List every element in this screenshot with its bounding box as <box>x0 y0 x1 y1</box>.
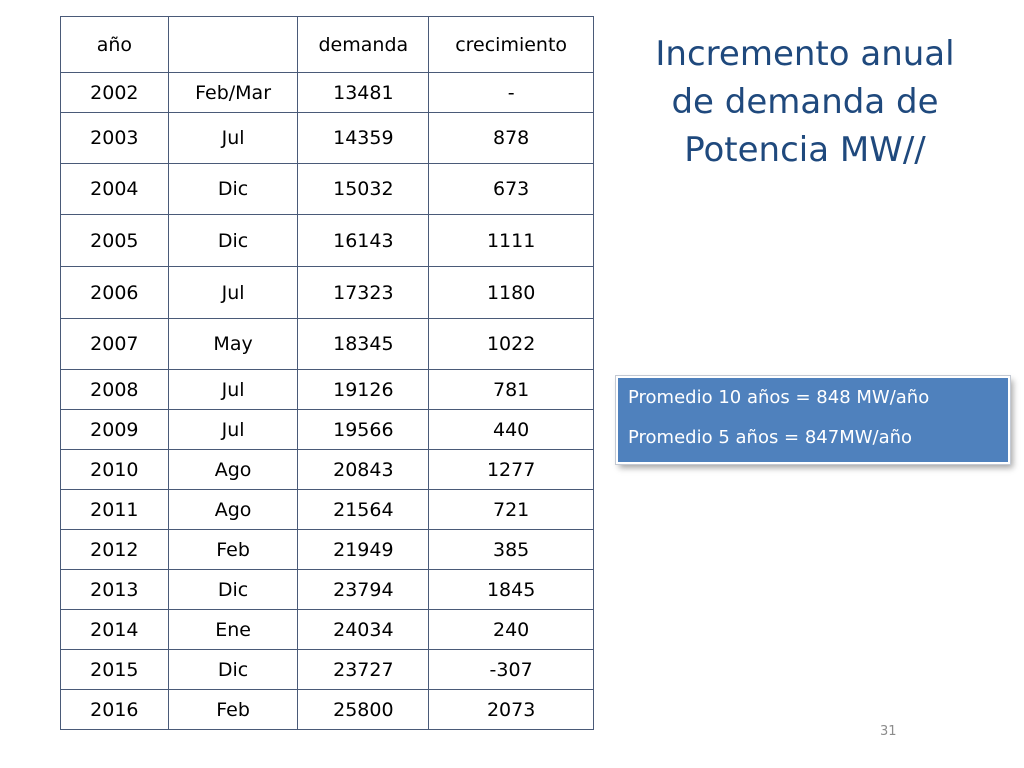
table-header-row: año demanda crecimiento <box>60 16 594 73</box>
cell-growth: 781 <box>428 369 594 410</box>
cell-demand: 24034 <box>297 609 430 650</box>
cell-year: 2015 <box>60 649 169 690</box>
slide-title: Incremento anual de demanda de Potencia … <box>620 30 990 174</box>
cell-year: 2006 <box>60 266 169 319</box>
cell-demand: 19126 <box>297 369 430 410</box>
table-row: 2007 May 18345 1022 <box>60 318 594 370</box>
cell-growth: 673 <box>428 163 594 215</box>
cell-year: 2010 <box>60 449 169 490</box>
cell-month: Dic <box>167 163 299 215</box>
averages-box: Promedio 10 años = 848 MW/año Promedio 5… <box>616 376 1010 464</box>
average-10-years: Promedio 10 años = 848 MW/año <box>628 387 930 408</box>
cell-year: 2016 <box>60 689 169 730</box>
cell-growth: 1277 <box>428 449 594 490</box>
cell-month: May <box>167 318 299 370</box>
cell-month: Ene <box>167 609 299 650</box>
table-row: 2016 Feb 25800 2073 <box>60 689 594 730</box>
table-row: 2004 Dic 15032 673 <box>60 163 594 215</box>
slide-title-line: Incremento anual <box>655 34 955 74</box>
cell-demand: 14359 <box>297 112 430 164</box>
cell-growth: 878 <box>428 112 594 164</box>
cell-year: 2012 <box>60 529 169 570</box>
cell-month: Jul <box>167 112 299 164</box>
average-5-years: Promedio 5 años = 847MW/año <box>628 427 913 448</box>
cell-year: 2003 <box>60 112 169 164</box>
cell-growth: - <box>428 72 594 113</box>
cell-growth: 1180 <box>428 266 594 319</box>
table-row: 2005 Dic 16143 1111 <box>60 214 594 267</box>
demand-table: año demanda crecimiento 2002 Feb/Mar 134… <box>60 16 594 730</box>
table-row: 2003 Jul 14359 878 <box>60 112 594 164</box>
cell-year: 2008 <box>60 369 169 410</box>
cell-growth: 440 <box>428 409 594 450</box>
table-row: 2014 Ene 24034 240 <box>60 609 594 650</box>
header-year: año <box>60 16 169 73</box>
cell-demand: 23727 <box>297 649 430 690</box>
table-row: 2013 Dic 23794 1845 <box>60 569 594 610</box>
cell-demand: 19566 <box>297 409 430 450</box>
cell-month: Dic <box>167 649 299 690</box>
cell-year: 2014 <box>60 609 169 650</box>
table-row: 2011 Ago 21564 721 <box>60 489 594 530</box>
cell-month: Feb <box>167 529 299 570</box>
cell-month: Dic <box>167 214 299 267</box>
cell-month: Jul <box>167 369 299 410</box>
cell-demand: 21564 <box>297 489 430 530</box>
slide-title-line: Potencia MW// <box>684 130 926 170</box>
cell-demand: 23794 <box>297 569 430 610</box>
cell-growth: -307 <box>428 649 594 690</box>
cell-growth: 1845 <box>428 569 594 610</box>
cell-demand: 25800 <box>297 689 430 730</box>
table-row: 2010 Ago 20843 1277 <box>60 449 594 490</box>
cell-year: 2005 <box>60 214 169 267</box>
cell-month: Ago <box>167 449 299 490</box>
table-row: 2008 Jul 19126 781 <box>60 369 594 410</box>
cell-growth: 721 <box>428 489 594 530</box>
header-growth: crecimiento <box>428 16 594 73</box>
table-row: 2012 Feb 21949 385 <box>60 529 594 570</box>
cell-month: Feb/Mar <box>167 72 299 113</box>
cell-demand: 15032 <box>297 163 430 215</box>
header-demand: demanda <box>297 16 430 73</box>
cell-year: 2007 <box>60 318 169 370</box>
cell-demand: 18345 <box>297 318 430 370</box>
table-row: 2015 Dic 23727 -307 <box>60 649 594 690</box>
table-row: 2009 Jul 19566 440 <box>60 409 594 450</box>
table-row: 2002 Feb/Mar 13481 - <box>60 72 594 113</box>
cell-demand: 17323 <box>297 266 430 319</box>
cell-year: 2011 <box>60 489 169 530</box>
cell-growth: 1111 <box>428 214 594 267</box>
cell-month: Jul <box>167 266 299 319</box>
cell-month: Jul <box>167 409 299 450</box>
cell-year: 2009 <box>60 409 169 450</box>
cell-year: 2013 <box>60 569 169 610</box>
cell-demand: 16143 <box>297 214 430 267</box>
cell-demand: 21949 <box>297 529 430 570</box>
cell-growth: 1022 <box>428 318 594 370</box>
cell-year: 2002 <box>60 72 169 113</box>
header-month <box>167 16 299 73</box>
cell-growth: 2073 <box>428 689 594 730</box>
slide-title-line: de demanda de <box>671 82 939 122</box>
cell-month: Dic <box>167 569 299 610</box>
cell-growth: 385 <box>428 529 594 570</box>
cell-demand: 13481 <box>297 72 430 113</box>
cell-month: Ago <box>167 489 299 530</box>
page-number: 31 <box>880 724 897 739</box>
cell-year: 2004 <box>60 163 169 215</box>
cell-growth: 240 <box>428 609 594 650</box>
cell-demand: 20843 <box>297 449 430 490</box>
cell-month: Feb <box>167 689 299 730</box>
table-row: 2006 Jul 17323 1180 <box>60 266 594 319</box>
